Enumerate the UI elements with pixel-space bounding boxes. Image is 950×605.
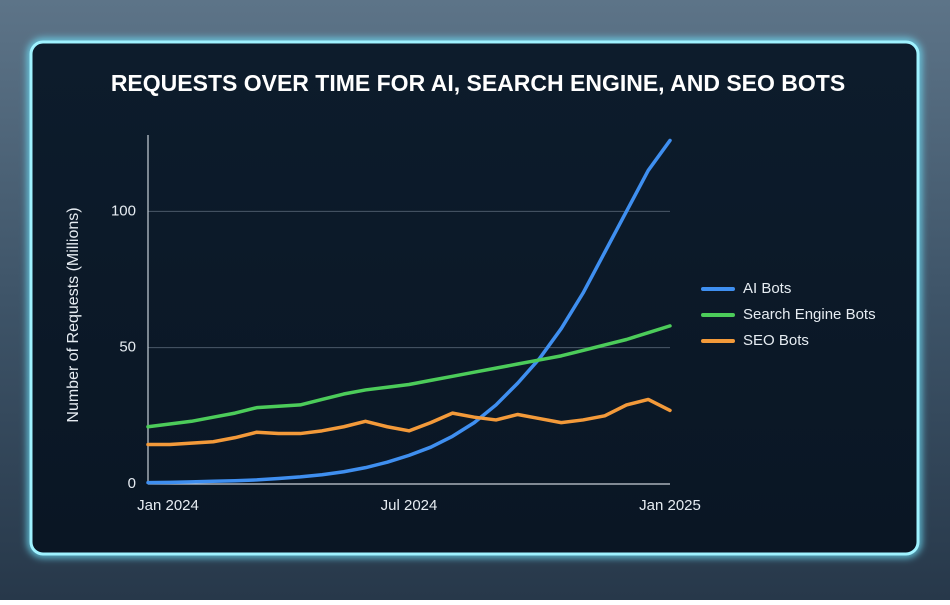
- panel: [29, 40, 920, 556]
- legend-label: Search Engine Bots: [743, 306, 876, 323]
- chart-title: REQUESTS OVER TIME FOR AI, SEARCH ENGINE…: [111, 70, 845, 96]
- legend-label: SEO Bots: [743, 332, 809, 349]
- y-tick-label: 100: [111, 202, 136, 219]
- series-line: [146, 138, 672, 485]
- legend-label: AI Bots: [743, 280, 791, 297]
- x-tick-label: Jul 2024: [381, 497, 438, 514]
- y-tick-label: 0: [128, 475, 136, 492]
- x-tick-label: Jan 2024: [137, 497, 199, 514]
- y-tick-label: 50: [119, 339, 136, 356]
- series-line: [146, 324, 672, 429]
- x-tick-label: Jan 2025: [639, 497, 701, 514]
- y-axis-label: Number of Requests (Millions): [65, 207, 82, 422]
- series-line: [146, 397, 672, 447]
